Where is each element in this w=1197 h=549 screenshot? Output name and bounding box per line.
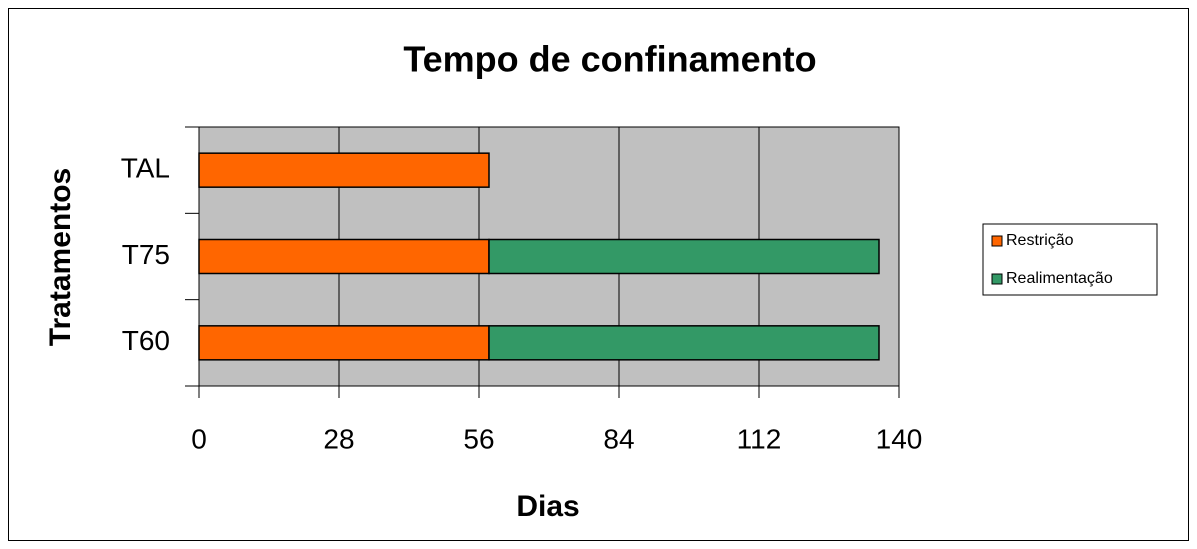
bar bbox=[198, 152, 490, 188]
legend-swatch bbox=[991, 235, 1003, 247]
bar bbox=[488, 325, 880, 361]
y-axis-title: Tratamentos bbox=[44, 168, 77, 346]
x-tick-label: 0 bbox=[191, 423, 207, 454]
x-tick-label: 28 bbox=[323, 423, 354, 454]
x-tick-label: 56 bbox=[463, 423, 494, 454]
y-tick-label: T75 bbox=[122, 239, 170, 270]
x-tick-label: 112 bbox=[737, 423, 782, 454]
bar bbox=[488, 238, 880, 275]
x-axis-title: Dias bbox=[516, 490, 579, 523]
y-tick-label: T60 bbox=[122, 325, 170, 356]
legend-label: Realimentação bbox=[1006, 270, 1113, 287]
y-tick-label: TAL bbox=[121, 153, 170, 184]
bar bbox=[198, 325, 490, 361]
legend-swatch bbox=[991, 273, 1003, 285]
legend-box bbox=[982, 223, 1158, 296]
x-tick-label: 140 bbox=[876, 423, 923, 454]
chart-title: Tempo de confinamento bbox=[403, 39, 816, 80]
legend-label: Restrição bbox=[1006, 232, 1074, 249]
x-tick-label: 84 bbox=[603, 423, 634, 454]
bar bbox=[198, 238, 490, 275]
